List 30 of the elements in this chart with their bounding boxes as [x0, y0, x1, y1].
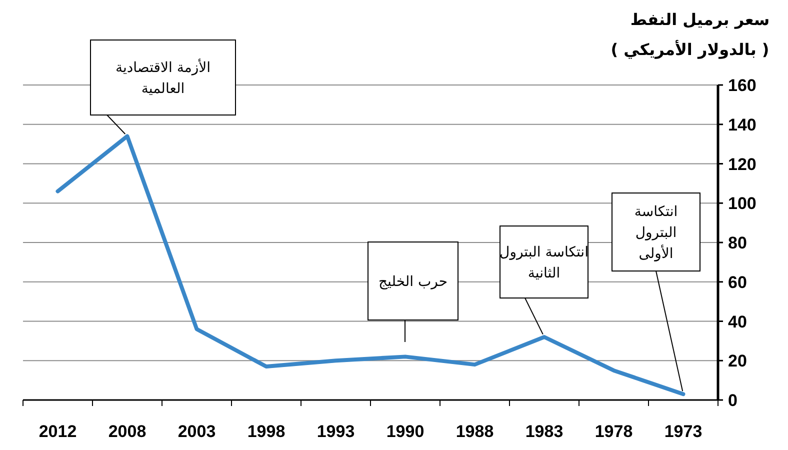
- chart-subtitle: ( بالدولار الأمريكي ): [610, 39, 770, 59]
- y-tick-label: 80: [728, 234, 747, 252]
- annotation: الأزمة الاقتصادية العالمية: [90, 40, 236, 135]
- y-tick-label: 0: [728, 391, 738, 410]
- y-tick-label: 20: [728, 352, 747, 371]
- x-tick-label: 1990: [386, 422, 424, 441]
- y-tick-label: 60: [728, 272, 747, 292]
- annotation: انتكاسة البترول الأولى: [612, 192, 700, 392]
- x-tick-label: 1998: [247, 422, 286, 441]
- annotation: انتكاسة البترول الثانية: [500, 226, 588, 335]
- y-tick-label: 160: [728, 76, 756, 95]
- y-tick-label: 100: [728, 194, 756, 214]
- y-tick-label: 40: [728, 312, 747, 332]
- x-tick-label: 2003: [178, 422, 216, 441]
- y-tick-label: 140: [728, 115, 756, 134]
- chart-title: سعر برميل النفط: [630, 10, 770, 29]
- x-tick-label: 2012: [38, 422, 77, 441]
- annotation: حرب الخليج: [368, 242, 458, 342]
- annotation: انتكاسة البترول الثانية: [500, 244, 588, 282]
- annotation: انتكاسة البترول الأولى: [634, 204, 678, 262]
- x-tick-label: 1983: [525, 422, 564, 441]
- x-tick-label: 1978: [594, 422, 633, 441]
- y-tick-label: 120: [728, 154, 756, 174]
- x-tick-label: 1993: [316, 422, 355, 441]
- x-tick-label: 1973: [664, 422, 702, 441]
- line-series: [56, 134, 686, 396]
- x-tick-label: 2008: [108, 422, 146, 441]
- x-tick-label: 1988: [456, 422, 494, 441]
- annotation: حرب الخليج: [378, 274, 448, 290]
- annotation: الأزمة الاقتصادية العالمية: [116, 58, 210, 97]
